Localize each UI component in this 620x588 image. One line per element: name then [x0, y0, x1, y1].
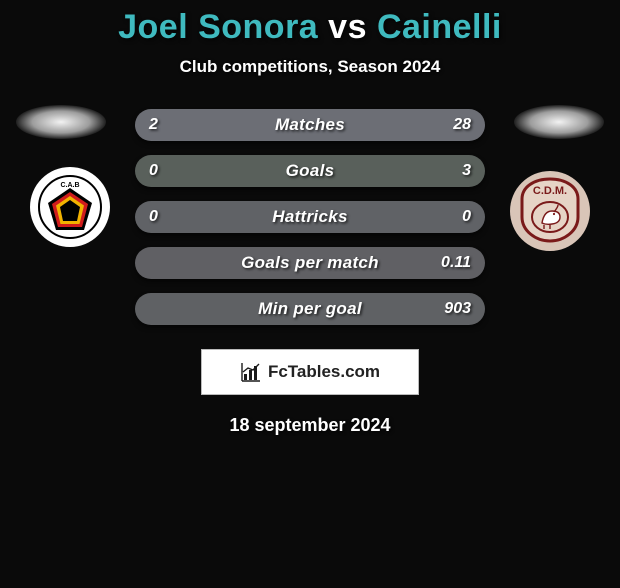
stat-value-left: 0: [149, 162, 158, 180]
date-label: 18 september 2024: [0, 415, 620, 436]
stat-row: Min per goal 903: [135, 293, 485, 325]
brand-text: FcTables.com: [268, 362, 380, 382]
stat-value-right: 903: [444, 300, 471, 318]
stat-label: Goals: [286, 161, 335, 181]
team-badge-right: C.D.M.: [510, 171, 590, 251]
stat-row: 2 Matches 28: [135, 109, 485, 141]
title-part: vs: [318, 8, 377, 46]
stat-label: Min per goal: [258, 299, 362, 319]
brand-chart-icon: [240, 361, 262, 383]
stat-row: 0 Hattricks 0: [135, 201, 485, 233]
stat-value-right: 3: [462, 162, 471, 180]
comparison-card: Joel Sonora vs Cainelli Club competition…: [0, 8, 620, 588]
stat-label: Matches: [275, 115, 345, 135]
svg-text:C.D.M.: C.D.M.: [533, 185, 567, 197]
stat-row: Goals per match 0.11: [135, 247, 485, 279]
svg-text:C.A.B: C.A.B: [60, 182, 79, 189]
halo-left: [16, 105, 106, 139]
brand-box[interactable]: FcTables.com: [201, 349, 419, 395]
stat-value-left: 2: [149, 116, 158, 134]
subtitle: Club competitions, Season 2024: [0, 57, 620, 77]
stat-value-right: 28: [453, 116, 471, 134]
stat-row: 0 Goals 3: [135, 155, 485, 187]
title-part: Cainelli: [377, 8, 502, 46]
team-logo-right-icon: C.D.M.: [514, 175, 586, 247]
team-badge-left: C.A.B: [30, 167, 110, 247]
stat-value-left: 0: [149, 208, 158, 226]
stat-value-right: 0.11: [441, 254, 471, 272]
stat-rows: 2 Matches 28 0 Goals 3 0 Hattricks 0 Goals per ma…: [135, 109, 485, 325]
stat-label: Goals per match: [241, 253, 379, 273]
stats-area: C.A.B C.D.M. 2 Matches 28 0 Goals 3 0 Hattricks…: [0, 109, 620, 325]
page-title: Joel Sonora vs Cainelli: [0, 8, 620, 47]
stat-label: Hattricks: [272, 207, 347, 227]
team-logo-left-icon: C.A.B: [38, 175, 102, 239]
halo-right: [514, 105, 604, 139]
title-part: Joel Sonora: [118, 8, 318, 46]
stat-value-right: 0: [462, 208, 471, 226]
